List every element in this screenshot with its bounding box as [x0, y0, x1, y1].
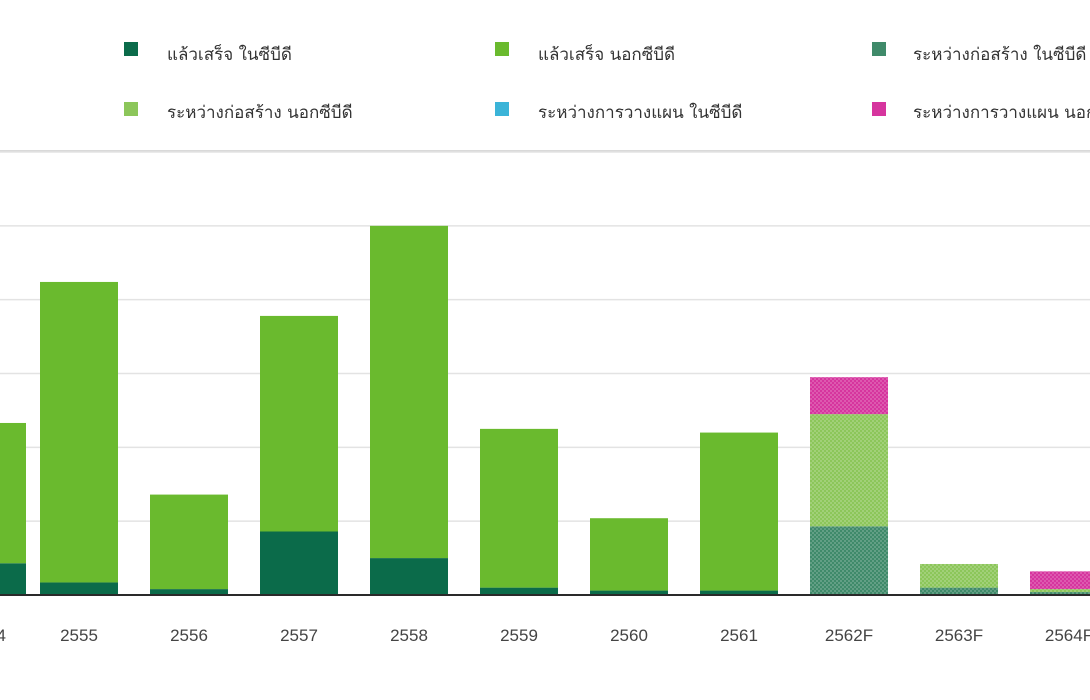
bar-segment-texture [810, 414, 888, 527]
x-tick-label: 2560 [610, 626, 648, 645]
x-tick-label: 2559 [500, 626, 538, 645]
bar-segment-2560-series-1 [590, 590, 668, 595]
bar-segment-2559-series-2 [480, 428, 558, 588]
bar-segment-2560-series-2 [590, 518, 668, 591]
bar-segment-texture [810, 377, 888, 415]
bar-segment-2561-series-2 [700, 432, 778, 591]
bar-segment-2555-series-2 [40, 281, 118, 583]
legend-swatch [124, 42, 138, 56]
bar-segment-2559-series-1 [480, 587, 558, 595]
bar-segment-2557-series-1 [260, 531, 338, 595]
x-axis-tick-labels: 2554 2555 2556 2557 2558 2559 2560 2561 2562F 256… [0, 626, 1090, 645]
x-tick-label: 2561 [720, 626, 758, 645]
legend-swatch [495, 42, 509, 56]
x-tick-label: 2554 [0, 626, 6, 645]
legend-label: แล้วเสร็จ ในซีบีดี [167, 43, 292, 65]
legend-label: ระหว่างก่อสร้าง นอกซีบีดี [167, 103, 353, 123]
x-tick-label: 2555 [60, 626, 98, 645]
bar-segment-2558-series-1 [370, 558, 448, 595]
bar-segment-2554-series-2 [0, 422, 26, 564]
chart-legend: แล้วเสร็จ ในซีบีดี แล้วเสร็จ นอกซีบีดี ระห… [124, 42, 1090, 123]
x-tick-label: 2558 [390, 626, 428, 645]
x-tick-label: 2564F [1045, 626, 1090, 645]
bars [0, 225, 1090, 595]
bar-segment-2557-series-2 [260, 315, 338, 532]
x-tick-label: 2556 [170, 626, 208, 645]
bar-segment-texture [920, 587, 998, 595]
bar-segment-texture [810, 526, 888, 595]
bar-segment-texture [920, 563, 998, 588]
bar-segment-2558-series-2 [370, 225, 448, 559]
bar-segment-2554-series-1 [0, 563, 26, 595]
bar-segment-2561-series-1 [700, 590, 778, 595]
legend-label: ระหว่างก่อสร้าง ในซีบีดี [913, 44, 1086, 65]
bar-segment-texture [1030, 589, 1090, 593]
bar-segment-2556-series-2 [150, 494, 228, 590]
x-tick-label: 2563F [935, 626, 983, 645]
bar-segment-2555-series-1 [40, 582, 118, 595]
legend-swatch [495, 102, 509, 116]
legend-swatch [872, 102, 886, 116]
x-tick-label: 2557 [280, 626, 318, 645]
x-tick-label: 2562F [825, 626, 873, 645]
bar-segment-2556-series-1 [150, 589, 228, 595]
legend-swatch [124, 102, 138, 116]
bar-segment-texture [1030, 592, 1090, 595]
legend-label: แล้วเสร็จ นอกซีบีดี [538, 43, 675, 65]
bar-segment-texture [1030, 571, 1090, 590]
legend-label: ระหว่างการวางแผน นอกซีบีดี [913, 103, 1090, 123]
legend-swatch [872, 42, 886, 56]
legend-label: ระหว่างการวางแผน ในซีบีดี [538, 102, 742, 123]
